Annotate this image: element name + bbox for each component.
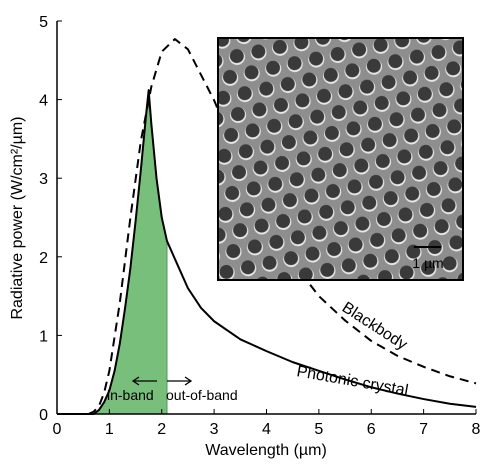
annotation: out-of-band	[166, 387, 238, 403]
annotation: in-band	[107, 387, 154, 403]
arrow	[131, 376, 157, 386]
y-tick-label: 3	[39, 171, 48, 188]
x-tick-label: 2	[157, 421, 166, 438]
arrow	[167, 376, 193, 386]
x-tick-label: 6	[367, 421, 376, 438]
x-tick-label: 0	[53, 421, 62, 438]
y-tick-label: 0	[39, 407, 48, 424]
series-line	[57, 89, 477, 415]
scale-label: 1 µm	[412, 255, 443, 271]
x-tick-label: 1	[105, 421, 114, 438]
series-line	[88, 38, 477, 415]
x-tick-label: 4	[262, 421, 271, 438]
y-axis-label: Radiative power (W/cm²/µm)	[9, 116, 26, 319]
x-tick-label: 8	[472, 421, 480, 438]
x-axis-label: Wavelength (µm)	[205, 442, 327, 459]
in-band-fill	[57, 90, 167, 414]
series-label: Blackbody	[339, 299, 410, 353]
y-tick-label: 4	[39, 93, 48, 110]
y-tick-label: 5	[39, 14, 48, 31]
sem-inset: 1 µm	[217, 37, 464, 281]
sem-image	[217, 37, 464, 281]
y-tick-label: 1	[39, 328, 48, 345]
series-label: Photonic crystal	[295, 363, 409, 399]
x-tick-label: 5	[314, 421, 323, 438]
x-tick-label: 7	[419, 421, 428, 438]
x-tick-label: 3	[210, 421, 219, 438]
y-tick-label: 2	[39, 250, 48, 267]
